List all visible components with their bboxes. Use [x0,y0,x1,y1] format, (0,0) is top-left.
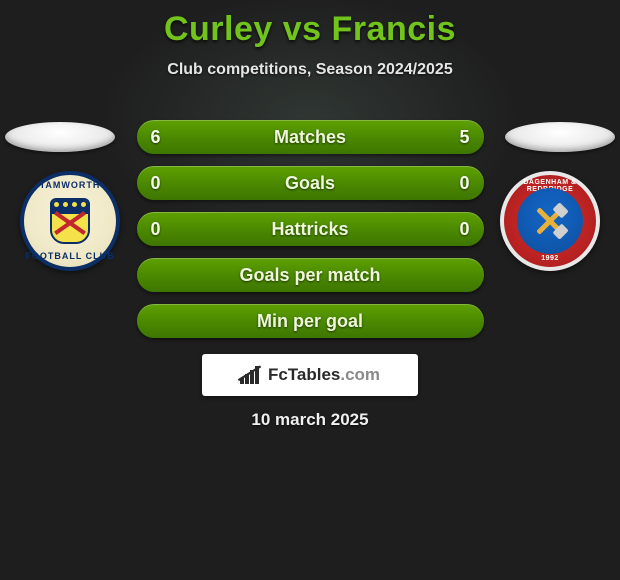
stat-right-value: 0 [459,212,469,246]
title-vs: vs [283,10,322,48]
subtitle: Club competitions, Season 2024/2025 [0,61,620,79]
bar-chart-icon [240,366,262,384]
stat-row-min-per-goal: Min per goal [137,304,484,338]
stat-row-goals-per-match: Goals per match [137,258,484,292]
stat-label: Goals [285,173,335,194]
stat-label: Goals per match [239,265,380,286]
stats-block: 6 Matches 5 0 Goals 0 0 Hattricks 0 Goal… [0,120,620,350]
brand-name: FcTables [268,365,340,384]
title-player-right: Francis [332,10,456,48]
stat-left-value: 0 [151,212,161,246]
stat-right-value: 0 [459,166,469,200]
title-player-left: Curley [164,10,273,48]
stat-left-value: 0 [151,166,161,200]
stat-label: Hattricks [271,219,348,240]
page-title: Curley vs Francis [0,0,620,49]
brand-suffix: .com [340,365,380,384]
stat-row-goals: 0 Goals 0 [137,166,484,200]
stat-label: Min per goal [257,311,363,332]
fctables-link[interactable]: FcTables.com [202,354,418,396]
stat-row-matches: 6 Matches 5 [137,120,484,154]
generated-date: 10 march 2025 [0,410,620,430]
stat-left-value: 6 [151,120,161,154]
brand-text: FcTables.com [268,365,380,385]
stat-right-value: 5 [459,120,469,154]
stat-row-hattricks: 0 Hattricks 0 [137,212,484,246]
stat-label: Matches [274,127,346,148]
